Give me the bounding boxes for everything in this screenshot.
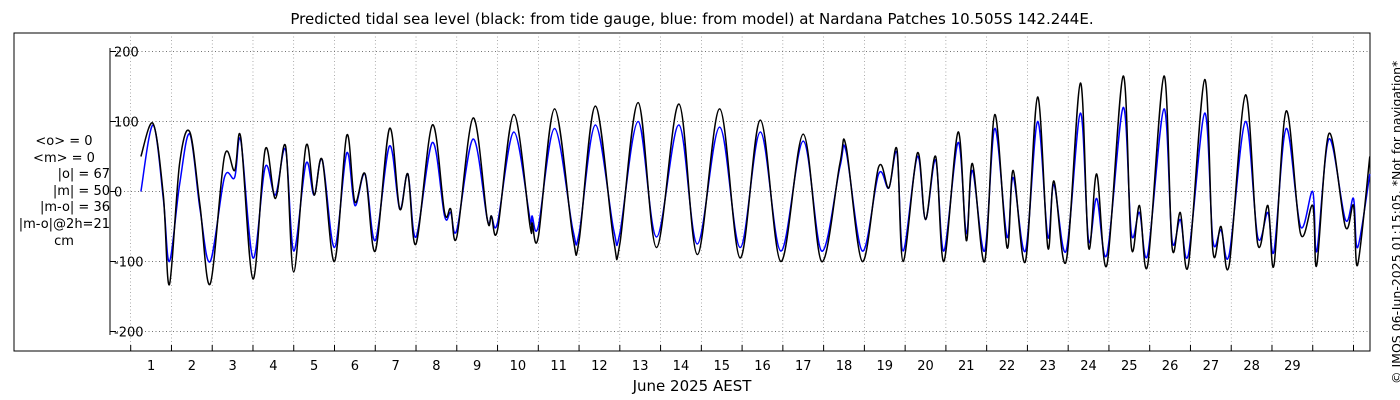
x-tick-label: 5 [310,359,318,374]
y-tick-label: -100 [114,256,144,271]
stat-line: cm [54,233,74,249]
x-tick-label: 7 [391,359,399,374]
x-tick-label: 15 [713,359,730,374]
y-tick-label: 200 [114,46,139,61]
x-tick-label: 13 [632,359,649,374]
x-axis: 1 2 3 4 5 6 7 8 9 10 11 12 13 14 15 16 17 18 19 20 21 22 23 24 2… [130,345,1354,374]
x-tick-label: 8 [432,359,440,374]
x-tick-label: 24 [1080,359,1097,374]
y-tick-label: -200 [114,326,144,341]
x-tick-label: 17 [795,359,812,374]
stat-line: |o| = 67 [57,167,110,183]
x-tick-label: 6 [351,359,359,374]
x-tick-label: 23 [1040,359,1057,374]
copyright-notice: © IMOS 06-Jun-2025 01:15:05. *Not for na… [1389,60,1400,384]
y-tick-label: 100 [114,116,139,131]
y-axis: -200 -100 0 100 200 [109,46,144,341]
x-tick-label: 29 [1284,359,1301,374]
series-line-from-tide-gauge [140,75,1371,286]
stat-line: <o> = 0 [35,134,93,149]
x-tick-label: 12 [591,359,608,374]
x-tick-label: 27 [1203,359,1220,374]
stat-line: <m> = 0 [33,150,95,166]
x-tick-label: 19 [876,359,893,374]
stat-line: |m-o|@2h=21 [18,217,110,232]
x-tick-label: 4 [269,359,277,374]
x-tick-label: 25 [1121,359,1138,374]
stat-line: |m-o| = 36 [39,200,110,216]
x-tick-label: 28 [1243,359,1260,374]
x-tick-label: 22 [999,359,1016,374]
x-tick-label: 26 [1162,359,1179,374]
x-tick-label: 2 [188,359,196,374]
x-tick-label: 14 [673,359,690,374]
grid [110,33,1370,351]
plot-area [13,32,1371,352]
x-tick-label: 11 [550,359,567,374]
stat-line: |m| = 50 [52,183,110,199]
x-tick-label: 20 [917,359,934,374]
x-tick-label: 18 [836,359,853,374]
y-tick-label: 0 [114,186,122,201]
x-tick-label: 16 [754,359,771,374]
x-tick-label: 3 [228,359,236,374]
x-tick-label: 1 [147,359,155,374]
x-tick-label: 9 [473,359,481,374]
series-group [140,75,1371,286]
chart-title: Predicted tidal sea level (black: from t… [290,10,1093,28]
x-axis-label: June 2025 AEST [632,377,753,395]
x-tick-label: 10 [510,359,527,374]
x-tick-label: 21 [958,359,975,374]
